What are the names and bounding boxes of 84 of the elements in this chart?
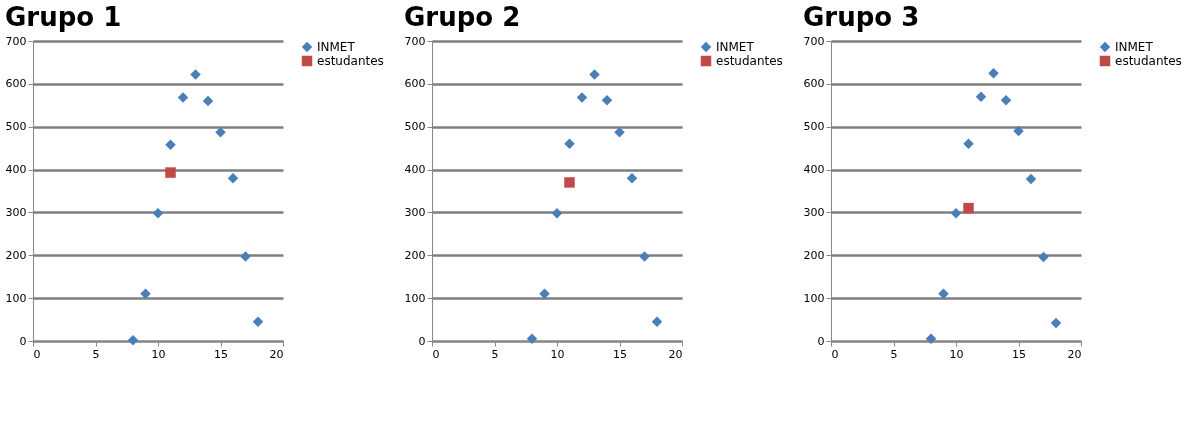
point	[963, 138, 974, 150]
point	[614, 127, 625, 138]
point	[127, 334, 139, 346]
point	[1025, 173, 1037, 185]
point	[202, 95, 214, 107]
x-tick-label: 20	[668, 347, 683, 361]
point	[1038, 251, 1049, 263]
point	[938, 288, 949, 300]
point	[252, 316, 264, 327]
y-tick-label: 200	[5, 248, 27, 262]
y-tick-label: 0	[418, 334, 426, 348]
x-tick-label: 10	[151, 347, 166, 361]
legend-label: estudantes	[716, 54, 783, 68]
point	[1000, 94, 1012, 106]
point	[925, 333, 937, 345]
x-tick-label: 15	[1012, 347, 1026, 361]
point	[215, 127, 226, 138]
legend-label: INMET	[317, 40, 356, 54]
point	[564, 138, 575, 150]
y-tick-label: 600	[803, 77, 825, 91]
point	[165, 167, 176, 178]
point	[589, 69, 600, 80]
y-tick-label: 500	[803, 120, 825, 134]
y-tick-label: 400	[803, 163, 825, 177]
point	[576, 92, 588, 103]
chart-title: Grupo 1	[5, 2, 122, 32]
x-tick-label: 0	[432, 347, 440, 361]
legend-label: INMET	[1115, 40, 1154, 54]
y-tick-label: 700	[404, 34, 426, 48]
point	[165, 139, 176, 150]
legend-label: INMET	[716, 40, 755, 54]
y-tick-label: 700	[5, 34, 27, 48]
x-tick-label: 15	[613, 347, 627, 361]
y-tick-label: 100	[803, 291, 825, 305]
point	[227, 172, 239, 184]
y-tick-label: 0	[817, 334, 825, 348]
y-tick-label: 200	[803, 248, 825, 262]
chart-title: Grupo 2	[404, 2, 521, 32]
chart-title: Grupo 3	[803, 2, 920, 32]
y-tick-label: 200	[404, 248, 426, 262]
point	[626, 172, 638, 184]
y-tick-label: 500	[5, 120, 27, 134]
point	[190, 69, 201, 80]
point	[651, 316, 663, 327]
y-tick-label: 400	[5, 163, 27, 177]
x-tick-label: 20	[269, 347, 284, 361]
x-tick-label: 15	[214, 347, 228, 361]
x-tick-label: 5	[491, 347, 499, 361]
point	[564, 177, 575, 188]
point	[975, 91, 987, 102]
y-tick-label: 0	[19, 334, 27, 348]
point	[177, 92, 189, 103]
y-tick-label: 100	[404, 291, 426, 305]
y-tick-label: 600	[404, 77, 426, 91]
point	[639, 251, 650, 262]
x-tick-label: 5	[92, 347, 100, 361]
point	[140, 288, 151, 300]
y-tick-label: 700	[803, 34, 825, 48]
point	[601, 94, 613, 106]
point	[1013, 125, 1024, 137]
x-tick-label: 10	[550, 347, 565, 361]
point	[551, 208, 563, 219]
point	[152, 208, 164, 219]
x-tick-label: 10	[949, 347, 964, 361]
x-tick-label: 20	[1067, 347, 1082, 361]
point	[1050, 317, 1062, 329]
point	[988, 67, 999, 79]
y-tick-label: 300	[404, 205, 426, 219]
point	[539, 288, 550, 300]
x-tick-label: 0	[33, 347, 41, 361]
y-tick-label: 300	[803, 205, 825, 219]
x-tick-label: 5	[890, 347, 898, 361]
y-tick-label: 400	[404, 163, 426, 177]
point	[240, 251, 251, 262]
y-tick-label: 600	[5, 77, 27, 91]
point	[526, 333, 538, 345]
point	[963, 202, 974, 214]
legend-label: estudantes	[317, 54, 384, 68]
y-tick-label: 300	[5, 205, 27, 219]
x-tick-label: 0	[831, 347, 839, 361]
legend-label: estudantes	[1115, 54, 1182, 68]
y-tick-label: 500	[404, 120, 426, 134]
point	[950, 208, 962, 219]
y-tick-label: 100	[5, 291, 27, 305]
